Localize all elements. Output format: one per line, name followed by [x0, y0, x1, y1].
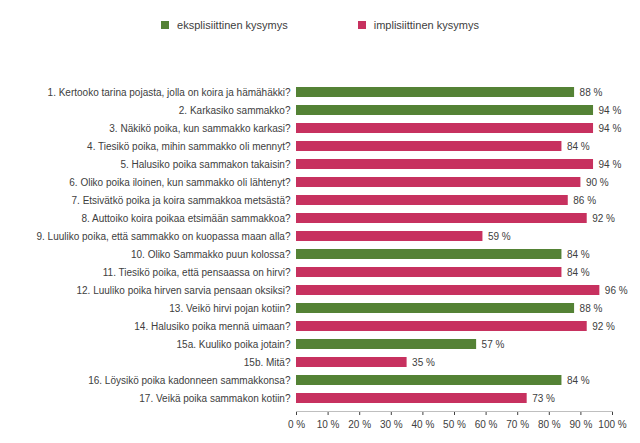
svg-text:92 %: 92 %	[592, 213, 615, 224]
svg-text:10 %: 10 %	[317, 419, 340, 430]
svg-text:4. Tiesikö poika, mihin sammak: 4. Tiesikö poika, mihin sammakko oli men…	[87, 141, 291, 152]
svg-text:94 %: 94 %	[599, 105, 622, 116]
svg-text:9. Luuliko poika, että sammakk: 9. Luuliko poika, että sammakko on kuopa…	[36, 231, 290, 242]
svg-text:57 %: 57 %	[482, 339, 505, 350]
svg-text:50 %: 50 %	[443, 419, 466, 430]
svg-text:5. Halusiko poika sammakon tak: 5. Halusiko poika sammakon takaisin?	[120, 159, 291, 170]
svg-text:86 %: 86 %	[573, 195, 596, 206]
svg-text:2. Karkasiko sammakko?: 2. Karkasiko sammakko?	[179, 105, 291, 116]
svg-text:84 %: 84 %	[567, 267, 590, 278]
svg-text:84 %: 84 %	[567, 375, 590, 386]
svg-text:20 %: 20 %	[348, 419, 371, 430]
svg-text:0 %: 0 %	[288, 419, 305, 430]
svg-text:100 %: 100 %	[598, 419, 626, 430]
html-text:implisiittinen kysymys: implisiittinen kysymys	[373, 19, 479, 31]
svg-text:16. Löysikö poika kadonneen sa: 16. Löysikö poika kadonneen sammakkonsa?	[88, 375, 291, 386]
svg-text:1. Kertooko tarina pojasta, jo: 1. Kertooko tarina pojasta, jolla on koi…	[48, 87, 291, 98]
svg-text:3. Näkikö poika, kun sammakko: 3. Näkikö poika, kun sammakko karkasi?	[109, 123, 291, 134]
svg-text:70 %: 70 %	[506, 419, 529, 430]
svg-text:17. Veikä poika sammakon kotii: 17. Veikä poika sammakon kotiin?	[139, 393, 291, 404]
svg-text:90 %: 90 %	[570, 419, 593, 430]
svg-text:84 %: 84 %	[567, 141, 590, 152]
svg-text:96 %: 96 %	[605, 285, 628, 296]
html-text:eksplisiittinen kysymys: eksplisiittinen kysymys	[177, 19, 288, 31]
svg-text:94 %: 94 %	[599, 159, 622, 170]
svg-text:15b. Mitä?: 15b. Mitä?	[244, 357, 291, 368]
svg-text:10. Oliko Sammakko puun koloss: 10. Oliko Sammakko puun kolossa?	[131, 249, 291, 260]
svg-text:73 %: 73 %	[532, 393, 555, 404]
svg-text:30 %: 30 %	[380, 419, 403, 430]
svg-text:12. Luuliko poika hirven sarvi: 12. Luuliko poika hirven sarvia pensaan …	[76, 285, 290, 296]
svg-text:15a. Kuuliko poika jotain?: 15a. Kuuliko poika jotain?	[177, 339, 291, 350]
svg-text:59 %: 59 %	[488, 231, 511, 242]
svg-text:40 %: 40 %	[412, 419, 435, 430]
svg-text:92 %: 92 %	[592, 321, 615, 332]
svg-text:94 %: 94 %	[599, 123, 622, 134]
svg-text:90 %: 90 %	[586, 177, 609, 188]
svg-text:14. Halusiko poika mennä uimaa: 14. Halusiko poika mennä uimaan?	[134, 321, 291, 332]
svg-text:88 %: 88 %	[580, 87, 603, 98]
svg-text:60 %: 60 %	[475, 419, 498, 430]
svg-text:7. Etsivätkö poika ja koira sa: 7. Etsivätkö poika ja koira sammakkoa me…	[72, 195, 291, 206]
svg-text:6. Oliko poika iloinen, kun sa: 6. Oliko poika iloinen, kun sammakko oli…	[69, 177, 291, 188]
svg-text:88 %: 88 %	[580, 303, 603, 314]
svg-text:13. Veikö hirvi pojan kotiin?: 13. Veikö hirvi pojan kotiin?	[169, 303, 291, 314]
svg-text:80 %: 80 %	[538, 419, 561, 430]
svg-text:11. Tiesikö poika, että pensaa: 11. Tiesikö poika, että pensaassa on hir…	[103, 267, 291, 278]
svg-text:84 %: 84 %	[567, 249, 590, 260]
svg-text:8. Auttoiko koira poikaa etsim: 8. Auttoiko koira poikaa etsimään sammak…	[82, 213, 291, 224]
svg-text:35 %: 35 %	[412, 357, 435, 368]
